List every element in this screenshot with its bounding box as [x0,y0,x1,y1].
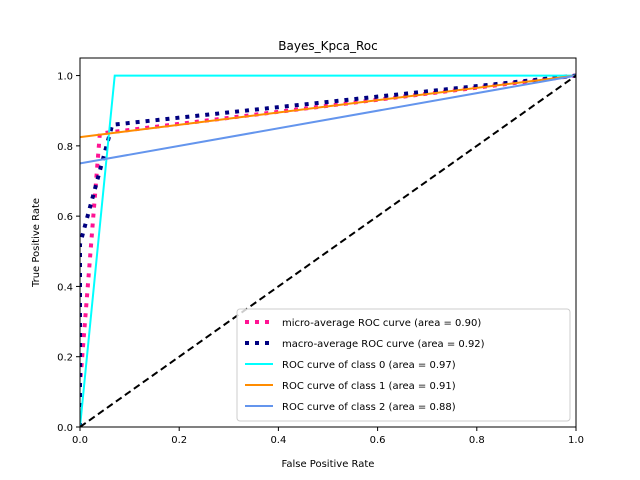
x-tick-label: 0.4 [270,435,286,446]
y-tick-label: 0.6 [57,212,73,223]
x-tick-label: 0.6 [370,435,386,446]
legend-entry-2: ROC curve of class 0 (area = 0.97) [282,360,456,371]
y-axis-label: True Positive Rate [31,198,42,288]
legend-entry-0: micro-average ROC curve (area = 0.90) [282,318,481,329]
chart-title: Bayes_Kpca_Roc [278,39,378,53]
axes-frame [79,57,577,428]
axis-ticks: 0.0 0.2 0.4 0.6 0.8 1.0 0.0 0.2 0.4 0.6 0.8 1.0 [57,72,584,446]
x-tick-label: 0.8 [469,435,485,446]
series-line-4 [80,74,576,165]
legend-box [236,308,571,422]
y-tick-label: 0.4 [57,282,73,293]
series-line-3 [80,74,576,139]
y-tick-label: 0.8 [57,142,73,153]
x-tick-label: 0.2 [171,435,187,446]
chance-diagonal-line [80,74,576,427]
legend: micro-average ROC curve (area = 0.90) mac… [236,308,571,422]
legend-entry-3: ROC curve of class 1 (area = 0.91) [282,381,456,392]
plot-area [80,73,576,427]
x-axis-label: False Positive Rate [282,459,375,470]
y-tick-label: 1.0 [57,72,73,83]
series-line-2 [80,74,576,427]
legend-entry-1: macro-average ROC curve (area = 0.92) [282,339,485,350]
x-tick-label: 1.0 [568,435,584,446]
x-tick-label: 0.0 [72,435,88,446]
y-tick-label: 0.0 [57,423,73,434]
y-tick-label: 0.2 [57,353,73,364]
legend-entry-4: ROC curve of class 2 (area = 0.88) [282,402,456,413]
